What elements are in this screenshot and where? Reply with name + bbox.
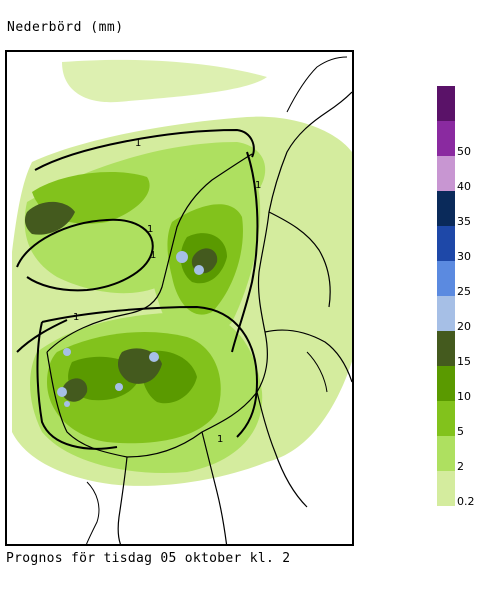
legend-swatch <box>437 471 455 506</box>
legend-label: 35 <box>457 215 471 228</box>
legend-swatch <box>437 261 455 296</box>
legend-swatch <box>437 296 455 331</box>
coastline <box>46 91 352 458</box>
legend-label: 30 <box>457 250 471 263</box>
legend-swatch <box>437 121 455 156</box>
legend-swatch <box>437 226 455 261</box>
legend-label: 25 <box>457 285 471 298</box>
legend-swatch <box>437 156 455 191</box>
legend-swatch <box>437 436 455 471</box>
legend-swatch <box>437 86 455 121</box>
legend-swatch <box>437 191 455 226</box>
legend-swatch <box>437 366 455 401</box>
legend-label: 20 <box>457 320 471 333</box>
contour-line <box>34 128 255 171</box>
precipitation-map: 1 1 1 1 1 1 <box>5 50 354 546</box>
legend-swatch <box>437 401 455 436</box>
legend-label: 5 <box>457 425 464 438</box>
legend-label: 10 <box>457 390 471 403</box>
legend-label: 40 <box>457 180 471 193</box>
legend-swatch <box>437 331 455 366</box>
legend-label: 50 <box>457 145 471 158</box>
contour-label: 1 <box>150 250 156 261</box>
contour-label: 1 <box>255 180 261 191</box>
contour-label: 1 <box>135 138 141 149</box>
map-title: Nederbörd (mm) <box>7 20 124 35</box>
legend-label: 2 <box>457 460 464 473</box>
contour-label: 1 <box>73 312 79 323</box>
contour-label: 1 <box>217 434 223 445</box>
legend-label: 0.2 <box>457 495 475 508</box>
contour-label: 1 <box>147 224 153 235</box>
forecast-caption: Prognos för tisdag 05 oktober kl. 2 <box>6 551 291 566</box>
legend-label: 15 <box>457 355 471 368</box>
